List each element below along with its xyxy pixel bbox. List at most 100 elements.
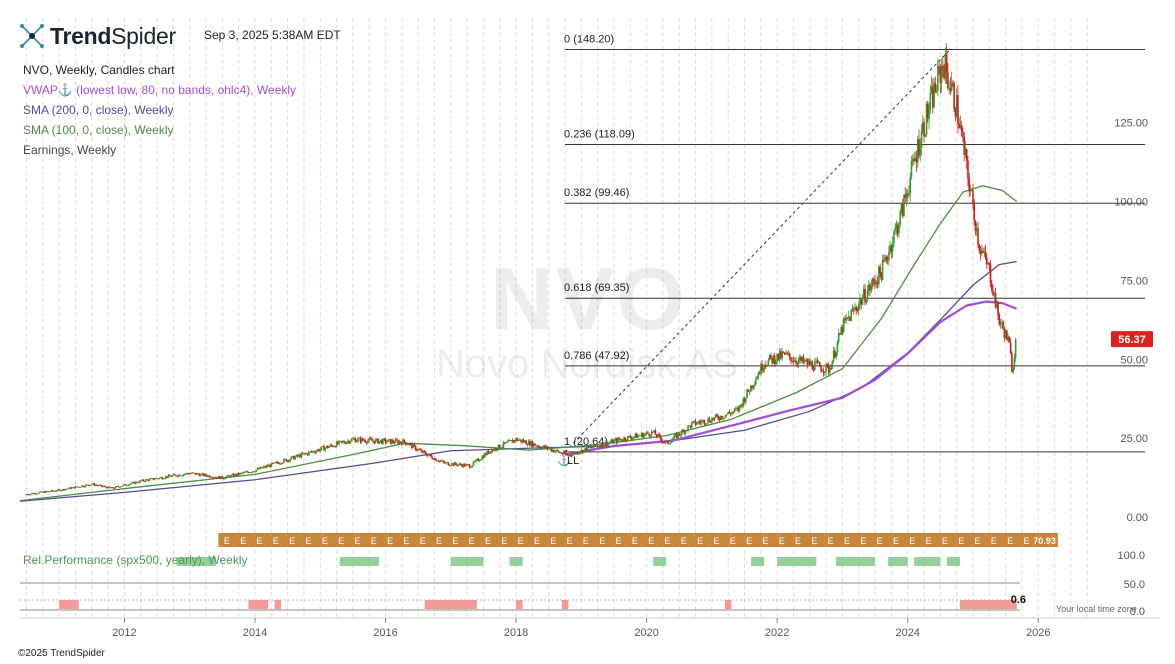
legend-sma200[interactable]: SMA (200, 0, close), Weekly [23, 103, 174, 117]
brand-logo[interactable]: TrendSpider [18, 22, 176, 50]
candle-up [530, 441, 532, 446]
indicator-legend: NVO, Weekly, Candles chart VWAP⚓ (lowest… [23, 60, 296, 160]
candle-up [895, 224, 898, 228]
candle-up [138, 480, 141, 483]
candle-down [844, 318, 846, 321]
last-price-badge: 56.37 [1111, 331, 1153, 348]
candle-up [236, 473, 239, 476]
candle-down [590, 447, 593, 448]
relative-performance-pane[interactable]: 100.0 50.0 0.0 0.6 [20, 550, 1145, 618]
candle-down [685, 430, 688, 431]
candle-down [972, 190, 974, 204]
candle-down [830, 368, 832, 370]
legend-earnings[interactable]: Earnings, Weekly [23, 143, 117, 157]
candle-up [645, 432, 648, 434]
legend-vwap[interactable]: VWAP⚓ (lowest low, 80, no bands, ohlc4),… [23, 83, 297, 97]
candle-down [392, 440, 394, 443]
candle-up [893, 231, 895, 244]
candle-up [756, 377, 758, 380]
candle-up [275, 461, 278, 463]
legend-chart-title[interactable]: NVO, Weekly, Candles chart [23, 63, 175, 77]
candle-up [692, 421, 694, 423]
candle-up [355, 441, 358, 443]
candle-down [466, 464, 468, 466]
candle-up [929, 93, 932, 110]
fibonacci-retracement[interactable]: 0 (148.20) 0.236 (118.09) 0.382 (99.46) 0.6… [557, 33, 1145, 467]
candle-up [126, 485, 128, 487]
candle-down [301, 453, 304, 455]
candle-up [580, 449, 583, 453]
candle-down [812, 368, 815, 371]
candle-up [798, 356, 801, 361]
earnings-marker: E [305, 536, 311, 546]
candle-down [456, 464, 458, 466]
candle-up [653, 430, 655, 433]
candle-up [191, 472, 194, 474]
relperf-negative-block [516, 600, 523, 609]
candle-down [708, 418, 711, 422]
candles[interactable] [25, 43, 1017, 496]
candle-up [374, 439, 377, 444]
candle-down [906, 193, 909, 196]
candle-down [721, 415, 723, 419]
candle-down [822, 371, 825, 373]
earnings-marker: E [550, 536, 556, 546]
candle-down [492, 449, 495, 451]
earnings-marker: E [501, 536, 507, 546]
candle-up [555, 449, 558, 452]
candle-down [460, 463, 462, 465]
candle-down [566, 454, 569, 456]
year-tick-label: 2026 [1026, 627, 1050, 639]
relperf-positive-block [888, 557, 908, 566]
candle-down [520, 439, 522, 443]
candle-down [54, 490, 57, 492]
candle-down [190, 473, 192, 475]
vwap-line [564, 300, 1018, 456]
candle-up [920, 131, 923, 148]
candle-down [170, 476, 172, 477]
candle-up [262, 466, 265, 468]
candle-up [121, 486, 123, 487]
candle-up [239, 472, 241, 475]
candle-down [429, 454, 432, 457]
candle-down [418, 449, 421, 450]
candle-down [227, 475, 230, 477]
candle-up [475, 459, 477, 462]
candle-up [308, 451, 310, 455]
candle-down [370, 438, 373, 441]
candle-up [342, 441, 344, 443]
candle-up [598, 446, 600, 448]
candle-down [777, 353, 780, 360]
candle-up [878, 266, 880, 285]
candle-down [689, 425, 692, 428]
candle-up [502, 442, 505, 447]
candle-up [382, 438, 384, 444]
earnings-marker: E [371, 536, 377, 546]
candle-up [457, 464, 460, 466]
candle-down [771, 357, 773, 364]
candle-down [826, 363, 829, 366]
candle-down [1011, 353, 1013, 373]
candle-up [182, 474, 185, 476]
legend-sma100[interactable]: SMA (100, 0, close), Weekly [23, 123, 174, 137]
candle-down [675, 434, 678, 439]
candle-down [994, 292, 997, 308]
candle-up [501, 446, 504, 448]
candle-down [48, 491, 50, 493]
candle-down [252, 471, 255, 473]
legend-rel-performance[interactable]: Rel.Performance (spx500, yearly), Weekly [23, 553, 248, 567]
candle-down [552, 449, 555, 453]
candle-down [904, 194, 906, 199]
candle-up [92, 483, 94, 485]
candle-up [1013, 357, 1016, 368]
candle-up [417, 449, 419, 451]
candle-up [481, 456, 483, 460]
candle-down [147, 479, 150, 481]
candle-up [672, 438, 674, 441]
candle-up [486, 450, 489, 455]
candle-up [670, 440, 673, 443]
candle-up [821, 371, 824, 372]
candle-down [890, 245, 893, 252]
